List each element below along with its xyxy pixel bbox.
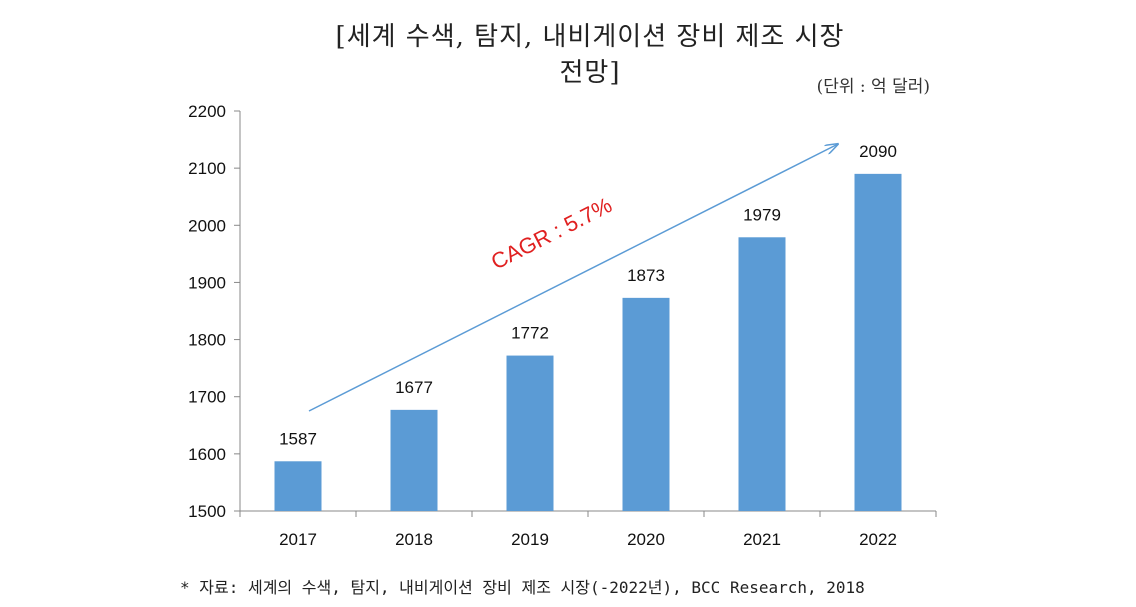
bar-2020 [622,297,670,511]
y-tick-label: 2000 [188,216,226,235]
bar-2018 [390,409,438,511]
x-tick-label-2018: 2018 [395,530,433,549]
bar-2019 [506,355,554,511]
unit-label: (단위 : 억 달러) [816,77,930,97]
data-label-2020: 1873 [627,266,665,285]
chart-title-line1: [세계 수색, 탐지, 내비게이션 장비 제조 시장 [335,22,845,52]
data-label-2017: 1587 [279,429,317,448]
x-tick-label-2021: 2021 [743,530,781,549]
cagr-arrow [308,144,838,412]
bar-2017 [274,461,322,511]
cagr-annotation: CAGR : 5.7% [487,192,616,274]
y-tick-label: 1700 [188,388,226,407]
x-tick-label-2019: 2019 [511,530,549,549]
x-tick-label-2020: 2020 [627,530,665,549]
data-label-2019: 1772 [511,324,549,343]
source-note: * 자료: 세계의 수색, 탐지, 내비게이션 장비 제조 시장(-2022년)… [180,578,865,597]
y-tick-label: 1800 [188,331,226,350]
bar-2022 [854,173,902,511]
y-tick-label: 2100 [188,159,226,178]
data-label-2021: 1979 [743,205,781,224]
y-tick-label: 2200 [188,102,226,121]
y-tick-label: 1500 [188,502,226,521]
chart-title-line2: 전망] [559,58,621,88]
x-tick-label-2017: 2017 [279,530,317,549]
y-tick-label: 1600 [188,445,226,464]
data-label-2018: 1677 [395,378,433,397]
data-label-2022: 2090 [859,142,897,161]
bar-2021 [738,237,786,512]
y-tick-label: 1900 [188,273,226,292]
x-tick-label-2022: 2022 [859,530,897,549]
